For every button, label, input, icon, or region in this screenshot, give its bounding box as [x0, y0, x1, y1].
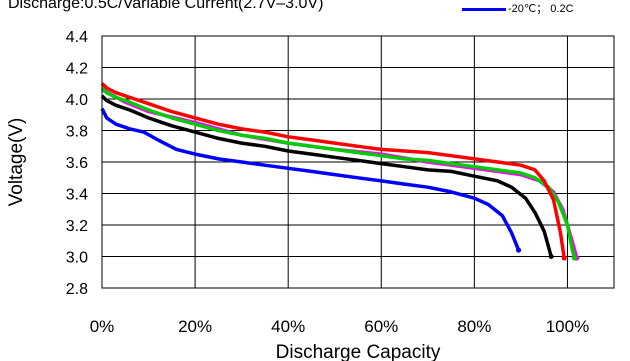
- plot-frame: [101, 35, 615, 289]
- y-tick-label: 3.8: [66, 124, 88, 141]
- x-axis-label: Discharge Capacity: [276, 342, 441, 361]
- chart-title: Discharge:0.5C/Variable Current(2.7V–3.0…: [8, 0, 324, 12]
- series-lines: [100, 82, 580, 261]
- y-tick-label: 4.2: [66, 61, 88, 78]
- x-tick-label: 20%: [178, 317, 212, 336]
- legend-swatch: [462, 7, 506, 11]
- series-line: [100, 107, 521, 251]
- x-tick-label: 40%: [271, 317, 305, 336]
- x-tick-label: 60%: [364, 317, 398, 336]
- x-tick-label: 100%: [546, 317, 589, 336]
- series-line: [100, 94, 553, 257]
- y-tick-label: 3.6: [66, 155, 88, 172]
- series-line: [100, 82, 566, 259]
- y-tick-label: 3.2: [66, 218, 88, 235]
- y-tick-label: 3.4: [66, 187, 88, 204]
- series-end-point: [548, 254, 554, 259]
- y-tick-label: 4.0: [66, 92, 88, 109]
- series-end-point: [571, 255, 577, 261]
- legend: -20℃； 0.2C: [462, 0, 574, 16]
- series-end-point: [516, 247, 522, 253]
- y-axis-label: Voltage(V): [6, 118, 27, 207]
- series-end-point: [561, 255, 567, 261]
- x-tick-label: 80%: [457, 317, 491, 336]
- y-tick-label: 2.8: [66, 281, 88, 298]
- legend-label: -20℃； 0.2C: [508, 3, 574, 15]
- tick-labels: 0% 20% 40% 60% 80% 100% 2.8 3.0 3.2 3.4 3.6 3.8 4.0 4…: [66, 29, 589, 336]
- y-tick-label: 4.4: [66, 29, 88, 46]
- x-tick-label: 0%: [90, 317, 115, 336]
- y-tick-label: 3.0: [66, 250, 88, 267]
